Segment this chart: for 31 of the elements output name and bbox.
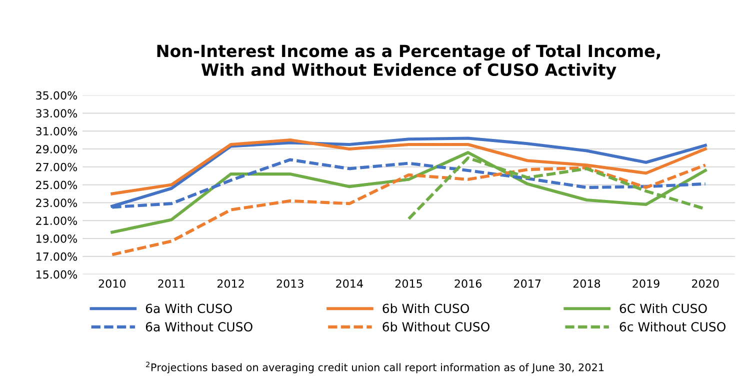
legend-label: 6c Without CUSO bbox=[620, 322, 726, 332]
y-tick-label: 19.00% bbox=[36, 234, 78, 243]
x-tick-label: 2017 bbox=[514, 279, 541, 288]
y-tick-label: 15.00% bbox=[36, 270, 78, 279]
legend-label: 6b Without CUSO bbox=[382, 322, 490, 332]
text: $^{2}$Projections based on averaging credit union call report information as of June 30, 2021 bbox=[146, 362, 604, 374]
y-tick-label: 23.00% bbox=[36, 198, 78, 208]
y-tick-label: 17.00% bbox=[36, 252, 78, 261]
x-tick-label: 2016 bbox=[454, 279, 482, 288]
y-tick-label: 21.00% bbox=[36, 216, 78, 225]
legend-label: 6b With CUSO bbox=[382, 303, 470, 314]
x-tick-label: 2011 bbox=[158, 279, 185, 288]
legend-label: 6a With CUSO bbox=[146, 303, 232, 314]
x-tick-label: 2018 bbox=[573, 279, 600, 288]
y-tick-label: 35.00% bbox=[36, 91, 78, 100]
x-tick-label: 2015 bbox=[395, 279, 422, 288]
y-tick-label: 31.00% bbox=[36, 127, 78, 136]
chart-title: Non-Interest Income as a Percentage of Total Income, With and Without Evidence of CUSO Activity bbox=[157, 44, 660, 80]
x-tick-label: 2013 bbox=[276, 279, 304, 288]
legend-label: 6C With CUSO bbox=[620, 303, 707, 314]
y-tick-label: 33.00% bbox=[36, 109, 78, 118]
x-tick-label: 2020 bbox=[692, 279, 719, 288]
y-tick-label: 29.00% bbox=[36, 144, 78, 154]
y-tick-label: 27.00% bbox=[36, 162, 78, 172]
legend-label: 6a Without CUSO bbox=[146, 322, 252, 332]
x-tick-label: 2012 bbox=[217, 279, 244, 288]
x-tick-label: 2014 bbox=[336, 279, 363, 288]
line-series bbox=[110, 151, 707, 234]
x-tick-label: 2010 bbox=[98, 279, 126, 288]
y-tick-label: 25.00% bbox=[36, 180, 78, 190]
x-tick-label: 2019 bbox=[632, 279, 660, 288]
